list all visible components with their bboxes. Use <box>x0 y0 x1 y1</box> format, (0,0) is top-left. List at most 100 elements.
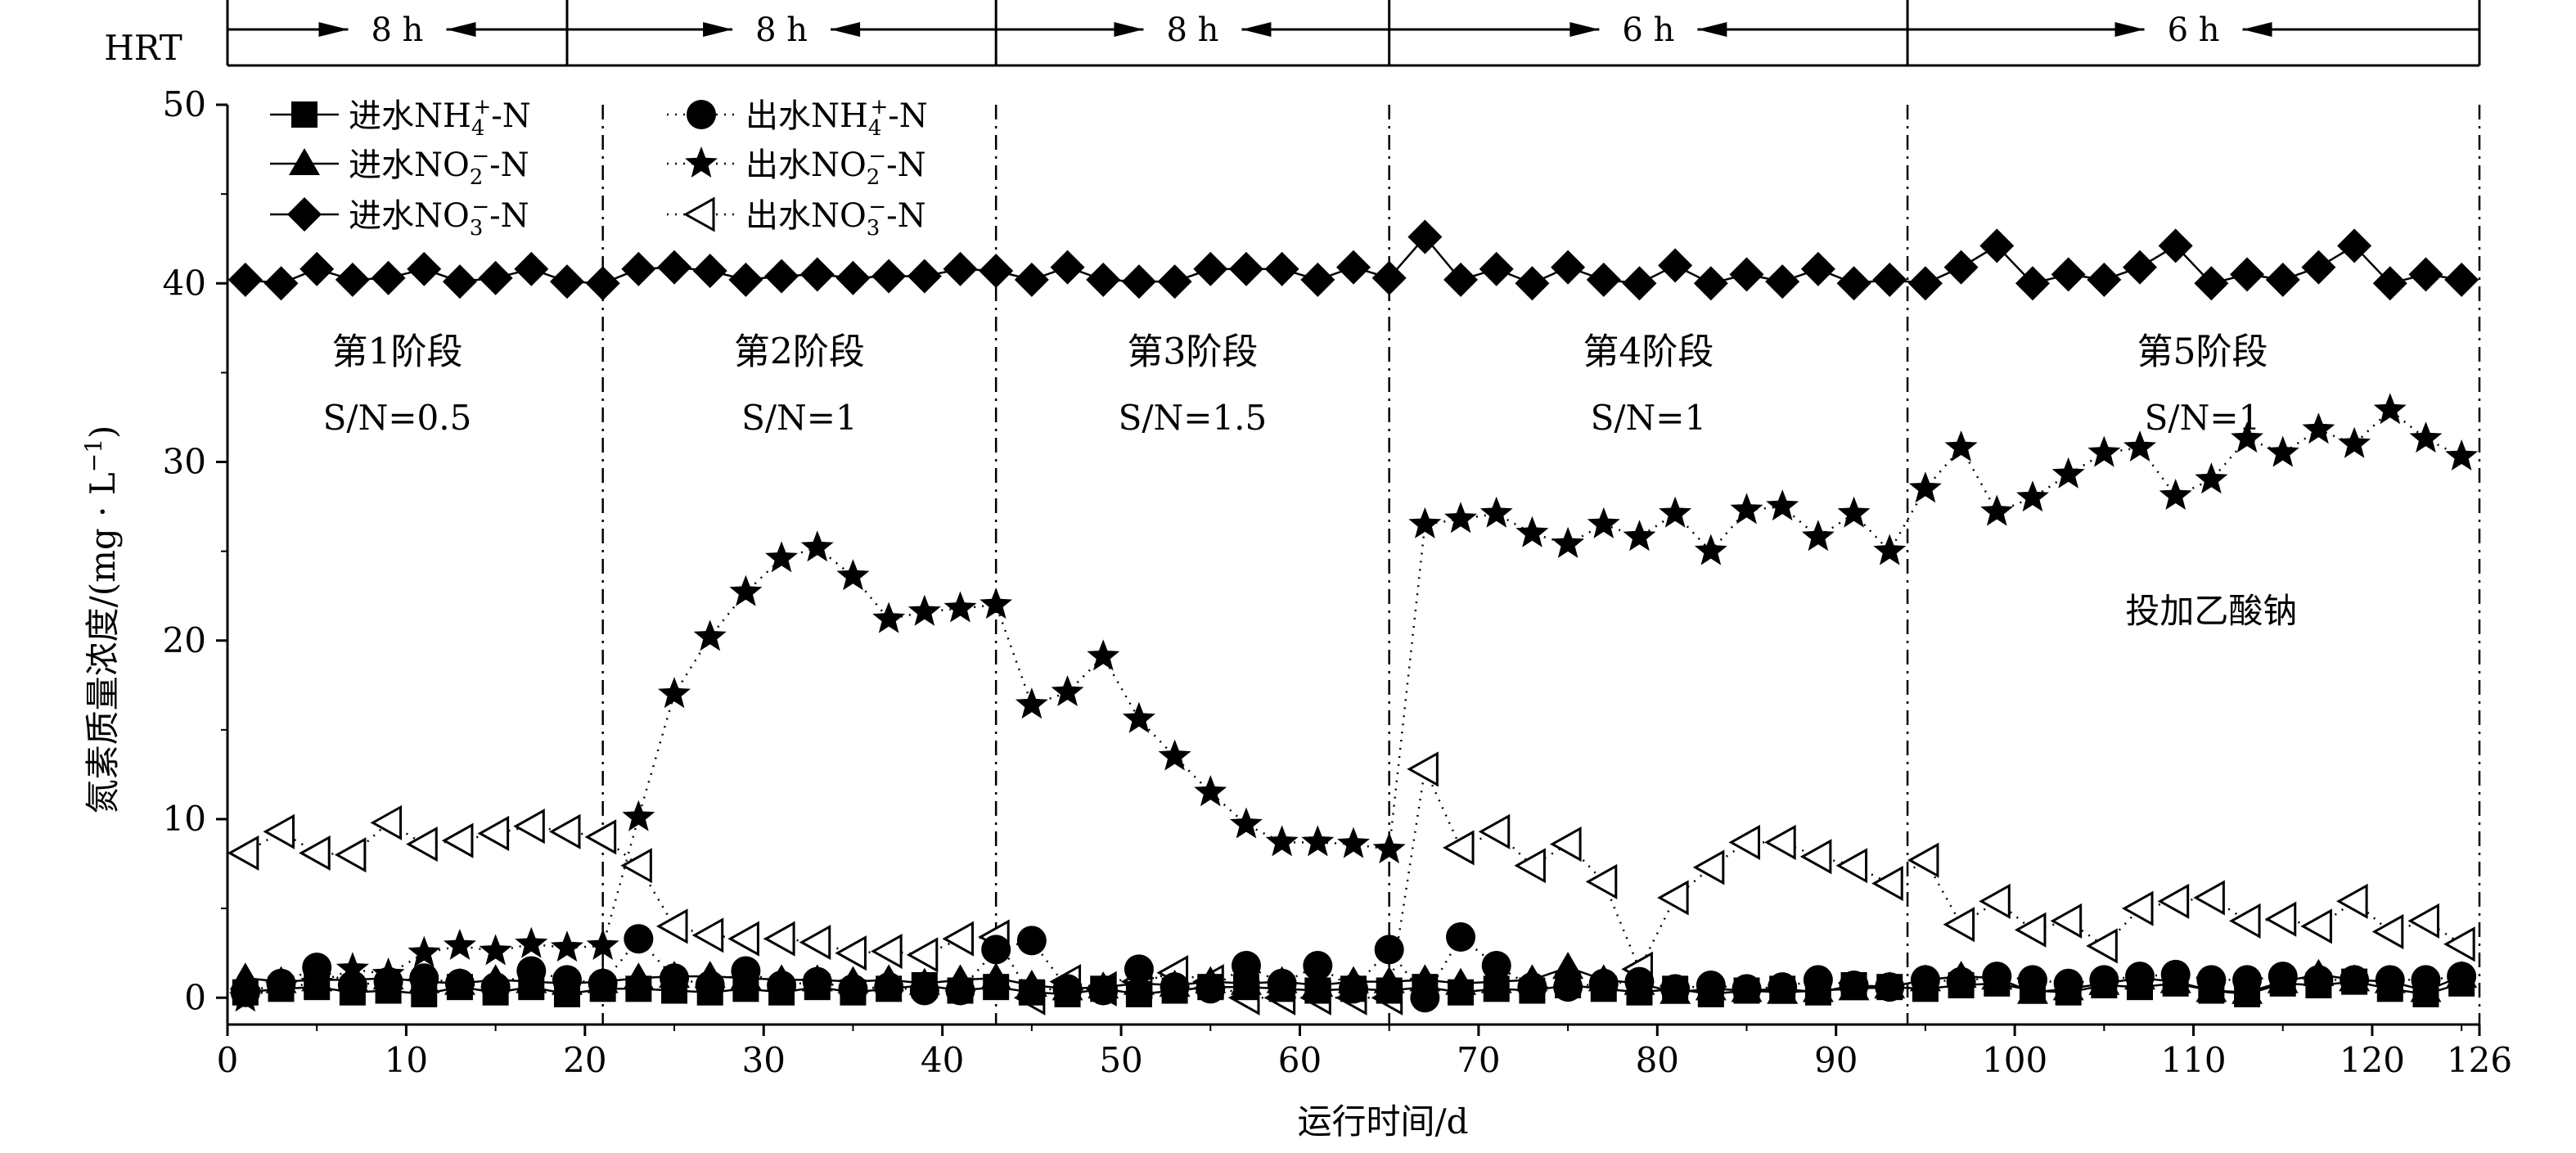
phase-title: 第2阶段 <box>734 331 865 372</box>
data-point-diamond <box>1086 262 1121 297</box>
data-point-tri-left-open <box>1407 751 1439 787</box>
series-line-tri-left-open <box>245 765 2462 999</box>
data-point-square <box>589 975 616 1002</box>
data-point-tri-left-open <box>1550 826 1582 862</box>
data-point-star <box>1230 807 1263 839</box>
hrt-arrowhead-left <box>446 22 476 37</box>
data-point-diamond <box>1622 266 1657 301</box>
data-point-diamond <box>407 251 442 286</box>
data-point-tri-left-open <box>871 933 903 970</box>
legend-label: 出水NH4+-N <box>745 95 928 141</box>
phase-dividers <box>601 105 2481 1025</box>
data-point-star <box>907 594 941 626</box>
data-point-tri-left-open <box>691 917 724 953</box>
data-point-star <box>2373 393 2407 425</box>
data-point-diamond <box>442 264 477 300</box>
data-point-star <box>1908 471 1942 503</box>
data-point-square <box>553 980 580 1007</box>
data-point-star <box>943 591 977 623</box>
legend-entry: 出水NH4+-N <box>667 95 928 141</box>
legend-label-tail: -N <box>886 146 926 184</box>
data-point-square <box>1590 975 1617 1002</box>
data-point-tri-left-open <box>584 819 617 855</box>
data-point-star <box>1801 520 1835 552</box>
legend-label: 进水NO3−-N <box>349 195 529 241</box>
data-point-square <box>1984 970 2011 997</box>
data-point-diamond <box>1014 262 1049 297</box>
data-point-square <box>518 974 545 1001</box>
legend-marker-star <box>685 146 718 178</box>
data-point-star <box>444 929 476 960</box>
x-tick-label: 20 <box>563 1040 606 1080</box>
data-point-star <box>1980 494 2014 526</box>
series-layer <box>227 219 2479 1016</box>
legend-marker-square <box>291 101 317 128</box>
phase-title: 第3阶段 <box>1127 331 1258 372</box>
data-point-diamond <box>2158 228 2193 263</box>
data-point-tri-left-open <box>2371 913 2404 950</box>
data-point-square <box>411 980 438 1007</box>
data-point-tri-left-open <box>906 937 939 973</box>
data-point-star <box>1087 639 1120 671</box>
data-point-circle <box>1231 950 1261 980</box>
data-point-diamond <box>1800 251 1835 286</box>
legend-marker-circle <box>687 100 716 129</box>
data-point-square <box>1448 979 1475 1006</box>
legend-entry: 出水NO2−-N <box>667 144 926 190</box>
legend-label-tail: -N <box>886 197 926 235</box>
data-point-star <box>1265 825 1299 857</box>
data-point-square <box>1626 979 1653 1006</box>
data-point-star <box>479 934 512 966</box>
x-tick-label: 60 <box>1278 1040 1322 1080</box>
data-point-square <box>1161 977 1188 1004</box>
x-axis-label: 运行时间/d <box>1297 1101 1468 1142</box>
data-point-square <box>1232 974 1259 1001</box>
y-tick-label: 10 <box>163 799 206 839</box>
data-point-star <box>1444 502 1477 534</box>
legend-entry: 进水NH4+-N <box>270 95 531 141</box>
data-point-tri-left-open <box>263 813 295 849</box>
data-point-diamond <box>943 251 978 286</box>
data-point-tri-left-open <box>1657 880 1689 916</box>
data-point-square <box>1197 974 1224 1001</box>
data-point-diamond <box>514 251 549 286</box>
legend-label-sup: − <box>868 144 886 169</box>
data-point-tri-left-open <box>2050 903 2083 939</box>
legend-label-sup: − <box>868 195 886 219</box>
data-point-diamond <box>1479 251 1514 286</box>
data-point-square <box>1662 975 1689 1002</box>
data-point-star <box>1015 687 1048 719</box>
phase-title: 第1阶段 <box>331 331 462 372</box>
data-point-diamond <box>1836 266 1871 301</box>
data-point-square <box>1948 971 1975 998</box>
hrt-segment-label: 6 h <box>2168 11 2220 49</box>
data-point-square <box>840 979 867 1006</box>
phase-sn-ratio: S/N=1 <box>741 398 858 438</box>
hrt-arrowhead-left <box>2242 22 2272 37</box>
x-tick-label: 126 <box>2447 1040 2512 1080</box>
data-point-square <box>696 979 723 1006</box>
data-point-square <box>1268 975 1295 1002</box>
data-point-diamond <box>1121 264 1156 300</box>
data-point-star <box>1730 493 1763 525</box>
x-tick-label: 100 <box>1982 1040 2047 1080</box>
data-point-square <box>804 974 831 1001</box>
data-point-star <box>1194 775 1227 807</box>
legend-label-tail: -N <box>489 146 529 184</box>
x-tick-label: 80 <box>1636 1040 1679 1080</box>
data-point-square <box>2412 980 2439 1007</box>
data-point-diamond <box>2015 266 2050 301</box>
data-point-square <box>482 979 509 1006</box>
data-point-tri-left-open <box>1907 842 1939 878</box>
data-point-square <box>1912 975 1939 1002</box>
data-point-square <box>983 974 1010 1001</box>
legend-label-main: 进水NH <box>349 97 471 135</box>
hrt-bar: 8 h 8 h 8 h 6 h 6 h <box>226 0 2481 67</box>
hrt-arrowhead-left <box>1697 22 1727 37</box>
x-tick-label: 120 <box>2340 1040 2405 1080</box>
legend-entry: 出水NO3−-N <box>667 195 926 241</box>
phase-sn-ratio: S/N=1.5 <box>1119 398 1268 438</box>
data-point-diamond <box>2087 262 2122 297</box>
hrt-segment-label: 6 h <box>1622 11 1674 49</box>
hrt-arrowhead-left <box>831 22 861 37</box>
